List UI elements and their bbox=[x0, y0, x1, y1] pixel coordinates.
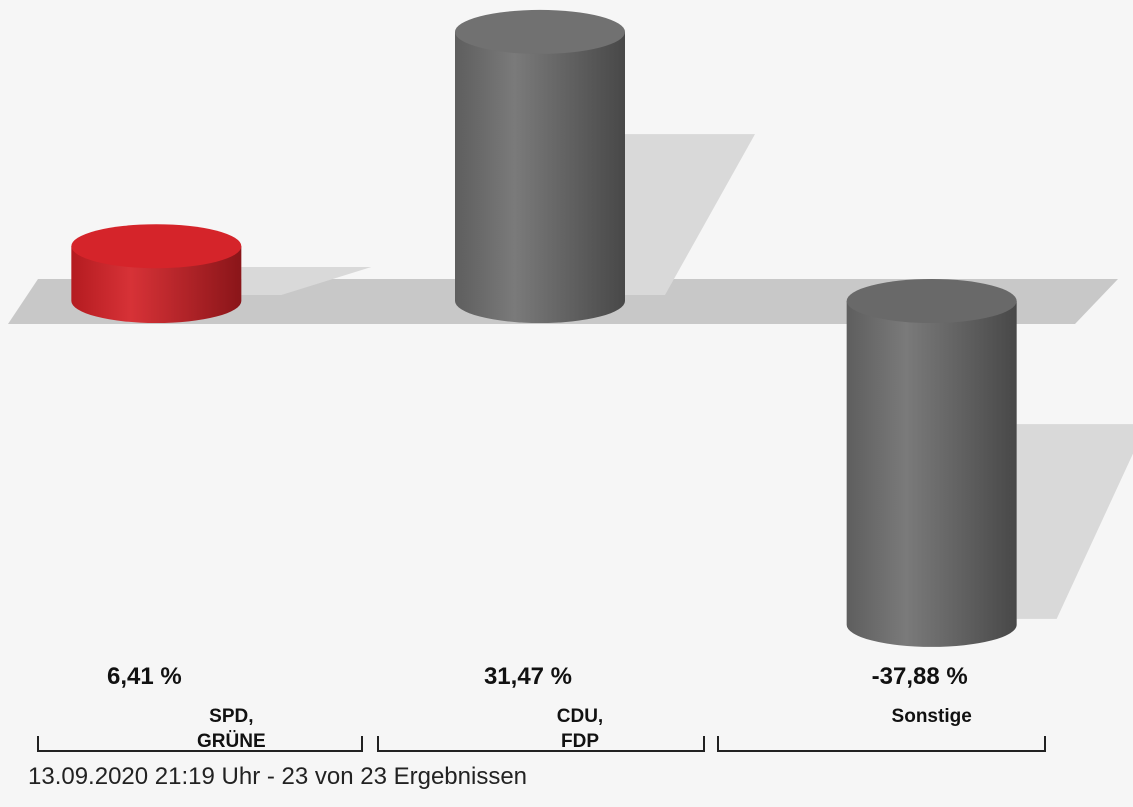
bar-chart: 6,41 % SPD, GRÜNE 31,47 % CDU, FDP -37,88 % Son… bbox=[8, 9, 1133, 752]
category-bracket bbox=[717, 736, 1046, 752]
value-label: -37,88 % bbox=[872, 663, 968, 690]
value-label: 6,41 % bbox=[107, 663, 182, 690]
category-label: SPD, bbox=[209, 706, 253, 727]
category-bracket bbox=[377, 736, 705, 752]
bar-shadow bbox=[241, 267, 372, 295]
bar-cylinder-body bbox=[71, 246, 242, 324]
bar-shadow bbox=[1016, 424, 1133, 619]
bar-shadow bbox=[625, 134, 755, 295]
bar-cylinder-top bbox=[846, 279, 1017, 323]
category-label: CDU, bbox=[557, 706, 603, 727]
category-bracket bbox=[37, 736, 363, 752]
bar-cylinder-top bbox=[71, 224, 242, 269]
result-timestamp: 13.09.2020 21:19 Uhr - 23 von 23 Ergebni… bbox=[28, 763, 528, 790]
category-label: GRÜNE bbox=[197, 731, 266, 752]
category-label: FDP bbox=[561, 731, 599, 752]
bar-cylinder-body bbox=[846, 301, 1017, 647]
value-label: 31,47 % bbox=[484, 663, 572, 690]
bar-cylinder-top bbox=[455, 9, 625, 54]
bar-cylinder-body bbox=[455, 31, 625, 324]
category-label: Sonstige bbox=[892, 706, 972, 727]
